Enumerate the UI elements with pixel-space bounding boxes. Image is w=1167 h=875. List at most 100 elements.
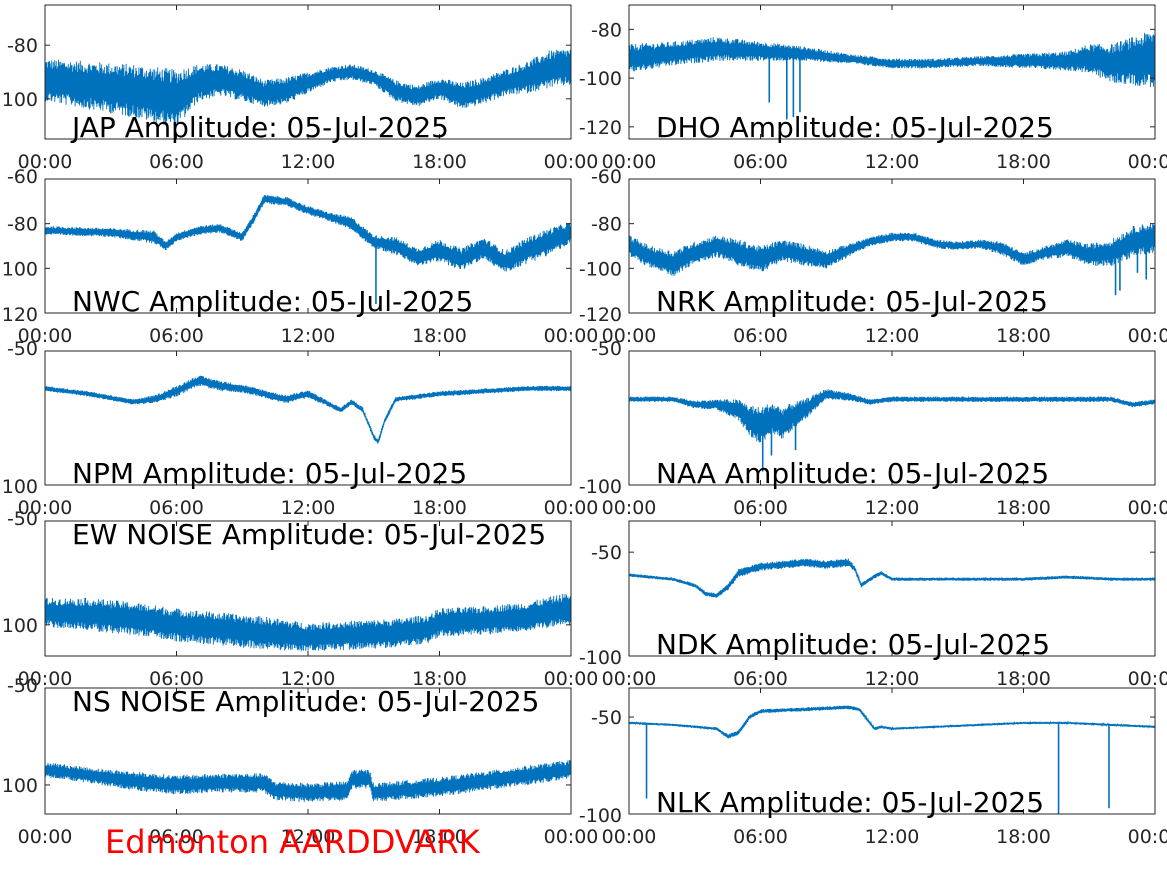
x-tick-label: 06:00 [149, 826, 204, 848]
x-tick-label: 00:00 [18, 151, 73, 173]
series-trace [45, 195, 571, 272]
y-tick-label: -50 [7, 508, 38, 530]
x-tick-label: 00:00 [18, 325, 73, 347]
x-tick-label: 18:00 [996, 151, 1051, 173]
x-tick-label: 18:00 [412, 497, 467, 519]
chart-title: DHO Amplitude: 05-Jul-2025 [656, 111, 1054, 144]
x-tick-label: 18:00 [996, 497, 1051, 519]
x-tick-label: 12:00 [281, 497, 336, 519]
x-tick-label: 06:00 [733, 325, 788, 347]
series-trace [45, 49, 571, 128]
chart-title: NDK Amplitude: 05-Jul-2025 [656, 628, 1050, 661]
y-tick-label: -50 [591, 542, 622, 564]
x-tick-label: 12:00 [281, 826, 336, 848]
y-tick-label: 120 [2, 304, 38, 326]
chart-title: NS NOISE Amplitude: 05-Jul-2025 [72, 685, 539, 718]
x-tick-label: 12:00 [865, 668, 920, 690]
x-tick-label: 00:00 [1128, 325, 1167, 347]
chart-title: NPM Amplitude: 05-Jul-2025 [72, 457, 467, 490]
chart-panel: -60-80-100-12000:0006:0012:0018:0000:00N… [579, 166, 1167, 347]
series-line [629, 388, 1155, 472]
chart-title: NRK Amplitude: 05-Jul-2025 [656, 285, 1048, 318]
y-tick-label: -100 [579, 68, 622, 90]
y-tick-label: -80 [7, 214, 38, 236]
chart-panel: -80 100 00:00 06:00 12:00 18:00 00:00 JAP Ampli… [2, 4, 599, 173]
x-tick-label: 00:00 [544, 668, 599, 690]
series-line [629, 223, 1155, 296]
series-trace [629, 223, 1155, 277]
y-tick-label: -120 [579, 304, 622, 326]
chart-title: NAA Amplitude: 05-Jul-2025 [656, 457, 1049, 490]
x-tick-label: 00:00 [544, 325, 599, 347]
x-tick-label: 18:00 [996, 668, 1051, 690]
x-tick-label: 00:00 [602, 325, 657, 347]
x-tick-label: 06:00 [149, 325, 204, 347]
y-tick-label: -50 [7, 675, 38, 697]
x-tick-label: 12:00 [865, 151, 920, 173]
series-trace [45, 760, 571, 802]
chart-title: NWC Amplitude: 05-Jul-2025 [72, 285, 473, 318]
x-tick-label: 06:00 [149, 151, 204, 173]
y-tick-label: -100 [579, 647, 622, 669]
x-tick-label: 06:00 [733, 497, 788, 519]
chart-title: JAP Amplitude: 05-Jul-2025 [70, 111, 449, 144]
chart-panel: -50 100 00:00 06:00 12:00 18:00 00:00 EW NOISE … [2, 508, 599, 690]
x-tick-label: 00:00 [602, 497, 657, 519]
y-tick-label: 100 [2, 89, 38, 111]
x-tick-label: 18:00 [996, 325, 1051, 347]
y-tick-label: -80 [591, 19, 622, 41]
x-tick-label: 00:00 [544, 497, 599, 519]
series-line [629, 705, 1155, 814]
y-tick-label: -60 [591, 166, 622, 188]
x-tick-label: 00:00 [602, 826, 657, 848]
series-line [45, 760, 571, 802]
x-tick-label: 00:00 [18, 826, 73, 848]
y-tick-label: -100 [579, 258, 622, 280]
x-tick-label: 06:00 [149, 668, 204, 690]
series-line [629, 32, 1155, 120]
series-trace [45, 375, 571, 444]
x-tick-label: 00:00 [18, 668, 73, 690]
x-tick-label: 00:00 [602, 151, 657, 173]
chart-panel: -80 -100 -120 00:00 06:00 12:00 18:00 00:00 DHO … [579, 4, 1167, 173]
x-tick-label: 12:00 [865, 826, 920, 848]
x-tick-label: 06:00 [733, 826, 788, 848]
series-line [45, 49, 571, 128]
x-tick-label: 06:00 [733, 151, 788, 173]
x-tick-label: 18:00 [412, 668, 467, 690]
x-tick-label: 06:00 [149, 497, 204, 519]
y-tick-label: 100 [2, 615, 38, 637]
x-tick-label: 12:00 [865, 497, 920, 519]
x-tick-label: 18:00 [412, 325, 467, 347]
x-tick-label: 06:00 [733, 668, 788, 690]
series-line [629, 558, 1155, 599]
x-tick-label: 00:00 [602, 668, 657, 690]
y-tick-label: -100 [579, 476, 622, 498]
x-tick-label: 00:00 [1128, 497, 1167, 519]
y-tick-label: -80 [7, 35, 38, 57]
x-tick-label: 00:00 [1128, 151, 1167, 173]
series-line [45, 195, 571, 305]
x-tick-label: 00:00 [544, 151, 599, 173]
x-tick-label: 18:00 [412, 151, 467, 173]
series-trace [629, 32, 1155, 87]
series-trace [629, 558, 1155, 599]
series-line [45, 375, 571, 444]
x-tick-label: 18:00 [996, 826, 1051, 848]
series-trace [629, 388, 1155, 443]
x-tick-label: 00:00 [544, 826, 599, 848]
x-tick-label: 12:00 [281, 325, 336, 347]
series-trace [45, 593, 571, 652]
series-trace [629, 705, 1155, 739]
x-tick-label: 00:00 [1128, 826, 1167, 848]
x-tick-label: 12:00 [865, 325, 920, 347]
x-tick-label: 12:00 [281, 151, 336, 173]
chart-panel: -50 100 00:00 06:00 12:00 18:00 00:00 NS NOISE … [2, 675, 599, 848]
y-tick-label: -120 [579, 117, 622, 139]
panels-group: -80 100 00:00 06:00 12:00 18:00 00:00 JAP Ampli… [2, 4, 1167, 848]
